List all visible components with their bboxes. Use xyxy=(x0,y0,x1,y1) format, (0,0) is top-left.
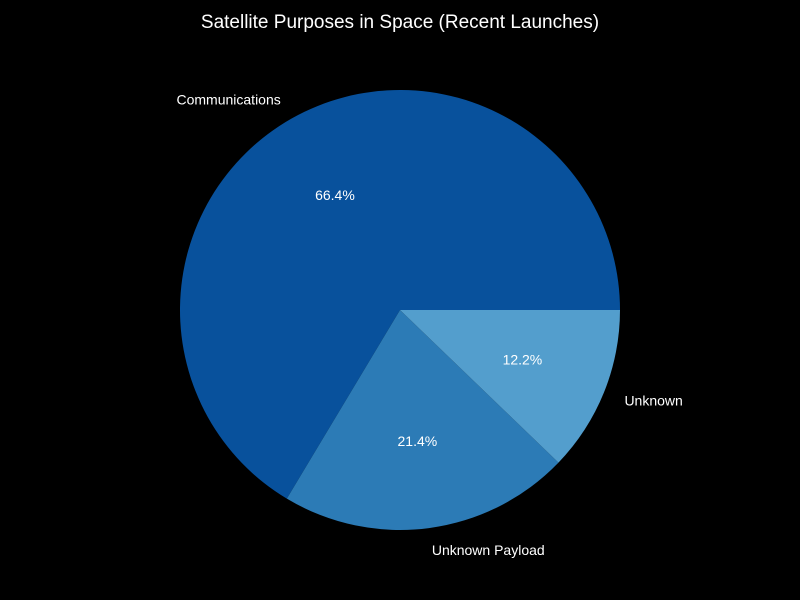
pie-labels: 66.4% Communications 21.4% Unknown Payload 1… xyxy=(176,91,682,557)
category-label-unknown-payload: Unknown Payload xyxy=(432,542,545,558)
pct-label-unknown: 12.2% xyxy=(503,351,543,367)
pie-slices xyxy=(180,89,620,530)
pct-label-unknown-payload: 21.4% xyxy=(398,433,438,449)
category-label-communications: Communications xyxy=(176,91,280,107)
pie-slice-unknown-payload xyxy=(286,310,559,530)
pie-slice-communications xyxy=(180,89,620,499)
chart-title: Satellite Purposes in Space (Recent Laun… xyxy=(201,12,599,33)
pie-slice-unknown xyxy=(400,310,620,463)
category-label-unknown: Unknown xyxy=(624,392,682,408)
pct-label-communications: 66.4% xyxy=(315,187,355,203)
